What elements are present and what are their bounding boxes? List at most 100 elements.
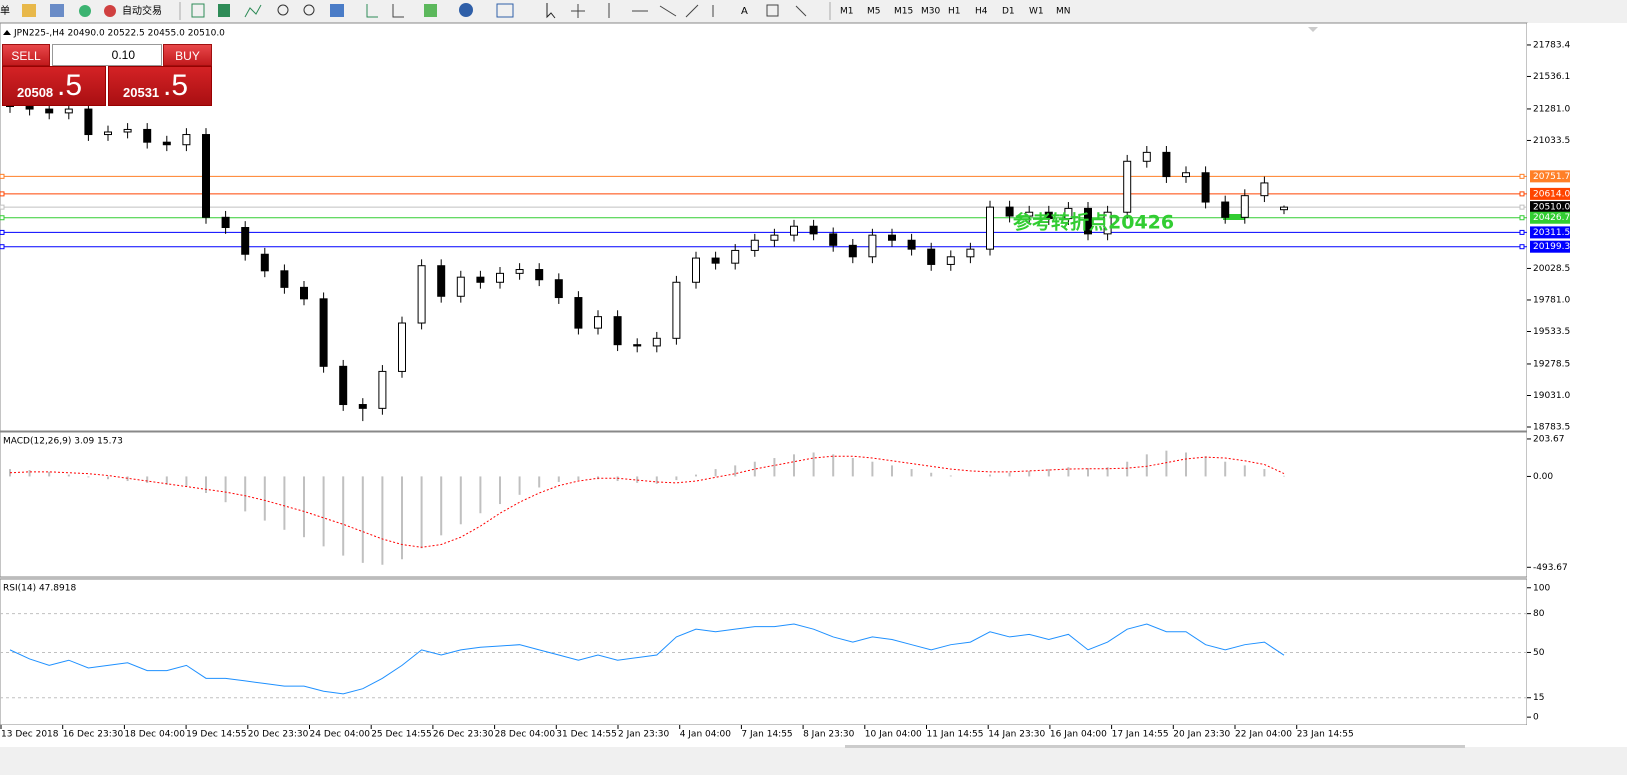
- sell-button[interactable]: SELL: [2, 44, 50, 66]
- time-label: 18 Dec 04:00: [124, 730, 185, 740]
- timeframe-button[interactable]: M1: [840, 7, 854, 17]
- candle-body: [1221, 201, 1230, 218]
- timeframe-button[interactable]: M15: [894, 7, 913, 17]
- icon[interactable]: [191, 3, 205, 18]
- bid-frac: .5: [57, 69, 83, 102]
- time-label: 19 Dec 14:55: [186, 730, 247, 740]
- y-tick-label: 0.00: [1533, 472, 1553, 482]
- icon[interactable]: [459, 3, 473, 17]
- y-tick-label: 18783.5: [1533, 423, 1570, 433]
- timeframe-button[interactable]: MN: [1056, 7, 1071, 17]
- candle-body: [476, 276, 485, 283]
- y-tick-label: 19781.0: [1533, 295, 1570, 305]
- time-label: 17 Jan 14:55: [1112, 730, 1169, 740]
- candle-body: [515, 269, 524, 274]
- bid-main: 20508: [17, 85, 54, 100]
- rsi-line: [9, 623, 1285, 695]
- auto-trade-button[interactable]: 自动交易: [122, 4, 162, 17]
- icon[interactable]: [366, 4, 378, 18]
- time-label: 26 Dec 23:30: [433, 730, 494, 740]
- timeframe-button[interactable]: M5: [867, 7, 881, 17]
- candle-body: [437, 265, 446, 297]
- candle-body: [260, 253, 269, 272]
- toolbar: [0, 0, 1627, 22]
- icon[interactable]: [496, 3, 514, 18]
- price-panel: [0, 22, 1528, 432]
- candle-body: [966, 248, 975, 258]
- icon[interactable]: [546, 3, 556, 19]
- icon[interactable]: [766, 4, 779, 17]
- time-label: 24 Dec 04:00: [310, 730, 371, 740]
- candle-body: [927, 248, 936, 265]
- icon[interactable]: [79, 5, 91, 17]
- icon[interactable]: [424, 4, 437, 17]
- y-tick-label: 20028.5: [1533, 264, 1570, 274]
- time-label: 14 Jan 23:30: [988, 730, 1045, 740]
- time-label: 16 Dec 23:30: [63, 730, 124, 740]
- ask-box[interactable]: 20531 .5: [108, 66, 212, 106]
- icon[interactable]: [303, 4, 315, 16]
- candle-body: [750, 239, 759, 251]
- candle-body: [633, 344, 642, 347]
- level-tag: [1530, 187, 1570, 200]
- rsi-title: RSI(14) 47.8918: [3, 584, 76, 594]
- menu-item[interactable]: 单: [0, 5, 10, 17]
- bid-box[interactable]: 20508 .5: [2, 66, 106, 106]
- candle-body: [1123, 160, 1132, 213]
- candle-body: [280, 270, 289, 288]
- chart-title: JPN225-,H4 20490.0 20522.5 20455.0 20510…: [13, 29, 225, 39]
- y-tick-label: -493.67: [1533, 563, 1568, 573]
- time-label: 28 Dec 04:00: [495, 730, 556, 740]
- icon[interactable]: [244, 4, 262, 18]
- icon[interactable]: [608, 3, 677, 18]
- icon[interactable]: [104, 5, 116, 17]
- level-label: 20311.5: [1533, 228, 1570, 238]
- level-handle: [0, 191, 5, 197]
- shift-marker[interactable]: [1308, 27, 1318, 32]
- y-tick-label: 203.67: [1533, 434, 1565, 444]
- icon[interactable]: [392, 4, 404, 18]
- timeframe-button[interactable]: M30: [921, 7, 940, 17]
- icon[interactable]: [50, 4, 64, 17]
- timeframe-button[interactable]: H4: [975, 7, 988, 17]
- icon[interactable]: [218, 4, 230, 17]
- candle-body: [398, 322, 406, 372]
- y-tick-label: 100: [1533, 583, 1550, 593]
- time-label: 4 Jan 04:00: [680, 730, 732, 740]
- lot-input[interactable]: 0.10: [52, 44, 162, 66]
- candle-body: [358, 404, 367, 409]
- candle-body: [711, 257, 720, 264]
- icon[interactable]: [277, 4, 289, 16]
- timeframe-button[interactable]: H1: [948, 7, 961, 17]
- timeframe-button[interactable]: W1: [1029, 7, 1044, 17]
- candle-body: [182, 134, 191, 146]
- y-tick-label: 19031.0: [1533, 391, 1570, 401]
- ask-main: 20531: [123, 85, 160, 100]
- buy-button[interactable]: BUY: [163, 44, 212, 66]
- timeframe-button[interactable]: D1: [1002, 7, 1015, 17]
- y-tick-label: 21536.1: [1533, 72, 1570, 82]
- candle-body: [888, 234, 896, 241]
- level-handle: [1519, 215, 1525, 221]
- icon[interactable]: [795, 5, 807, 17]
- icon[interactable]: A: [741, 6, 748, 17]
- candle-body: [319, 298, 328, 367]
- candle-body: [25, 106, 34, 110]
- marker-bar: [1223, 214, 1245, 220]
- icon[interactable]: [685, 4, 714, 18]
- icon[interactable]: [330, 4, 344, 17]
- candle-body: [221, 216, 230, 229]
- candle-body: [829, 233, 838, 246]
- icon[interactable]: [571, 4, 585, 18]
- time-label: 2 Jan 23:30: [618, 730, 670, 740]
- icon[interactable]: [22, 4, 36, 17]
- candle-body: [104, 131, 112, 136]
- y-tick-label: 80: [1533, 609, 1545, 619]
- candle-body: [652, 337, 661, 347]
- candle-body: [1064, 207, 1073, 220]
- candle-body: [1280, 206, 1288, 211]
- scrollbar[interactable]: [845, 745, 1465, 748]
- time-label: 22 Jan 04:00: [1235, 730, 1292, 740]
- collapse-arrow[interactable]: [3, 30, 11, 35]
